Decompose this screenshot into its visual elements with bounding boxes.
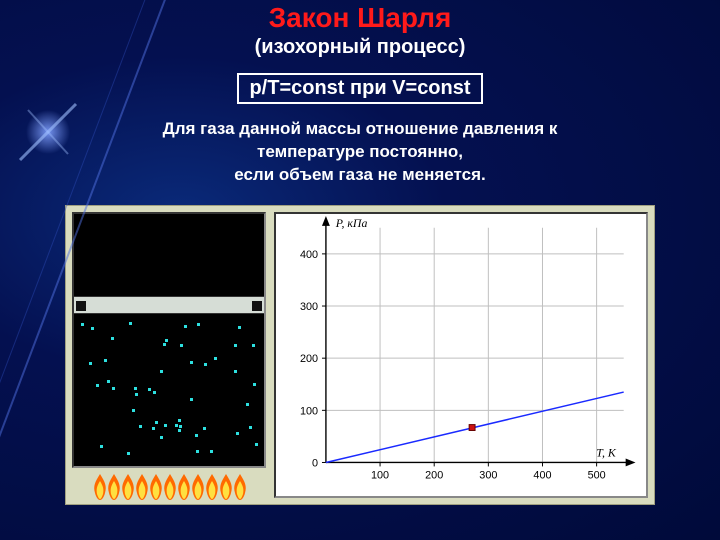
description-text: Для газа данной массы отношение давления…: [0, 118, 720, 187]
cylinder: [72, 212, 266, 468]
svg-text:400: 400: [533, 469, 551, 481]
chart-panel: 100 200 300 400 500 0 100 200 300 400 P, кПа T, К: [274, 212, 648, 498]
cylinder-empty-region: [74, 214, 264, 296]
desc-line-3: если объем газа не меняется.: [234, 165, 485, 184]
svg-text:500: 500: [588, 469, 606, 481]
svg-text:100: 100: [300, 405, 318, 417]
svg-text:300: 300: [479, 469, 497, 481]
simulation-panel: [72, 212, 266, 498]
svg-text:P, кПа: P, кПа: [335, 216, 368, 230]
desc-line-2: температуре постоянно,: [257, 142, 463, 161]
svg-text:200: 200: [300, 353, 318, 365]
desc-line-1: Для газа данной массы отношение давления…: [163, 119, 558, 138]
svg-text:300: 300: [300, 301, 318, 313]
svg-text:200: 200: [425, 469, 443, 481]
burner-flames: [72, 468, 266, 498]
pt-chart: 100 200 300 400 500 0 100 200 300 400 P, кПа T, К: [276, 214, 646, 496]
gas-region: [74, 314, 264, 466]
svg-text:100: 100: [371, 469, 389, 481]
figure-area: 100 200 300 400 500 0 100 200 300 400 P, кПа T, К: [65, 205, 655, 505]
slide-title: Закон Шарля: [0, 0, 720, 34]
formula-box: p/T=const при V=const: [237, 73, 482, 104]
svg-text:T, К: T, К: [596, 445, 617, 459]
svg-text:400: 400: [300, 249, 318, 261]
svg-text:0: 0: [312, 457, 318, 469]
piston: [74, 296, 264, 314]
slide-subtitle: (изохорный процесс): [0, 36, 720, 59]
